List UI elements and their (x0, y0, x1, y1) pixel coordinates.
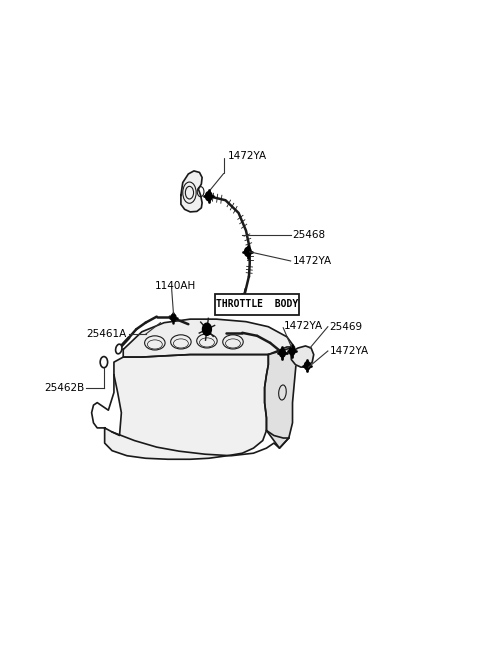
Text: 25462B: 25462B (44, 384, 84, 394)
Circle shape (279, 349, 286, 357)
Circle shape (171, 314, 176, 321)
Circle shape (289, 347, 295, 355)
Circle shape (304, 361, 311, 370)
Circle shape (244, 247, 251, 256)
Text: 1472YA: 1472YA (330, 346, 369, 356)
Polygon shape (181, 171, 202, 212)
Ellipse shape (116, 344, 122, 354)
Text: 1140AH: 1140AH (155, 281, 196, 291)
Text: 1472YA: 1472YA (292, 256, 332, 266)
Circle shape (205, 192, 212, 201)
Polygon shape (290, 346, 314, 367)
Text: 25461A: 25461A (87, 329, 127, 339)
Polygon shape (123, 319, 294, 357)
Text: 1472YA: 1472YA (284, 321, 323, 330)
Text: 1472YA: 1472YA (228, 150, 266, 161)
Text: THROTTLE  BODY: THROTTLE BODY (216, 300, 298, 309)
Circle shape (203, 323, 211, 335)
Text: 25469: 25469 (330, 322, 363, 332)
Polygon shape (105, 355, 268, 459)
Text: 25468: 25468 (292, 230, 325, 240)
Polygon shape (264, 347, 296, 448)
FancyBboxPatch shape (216, 294, 299, 315)
